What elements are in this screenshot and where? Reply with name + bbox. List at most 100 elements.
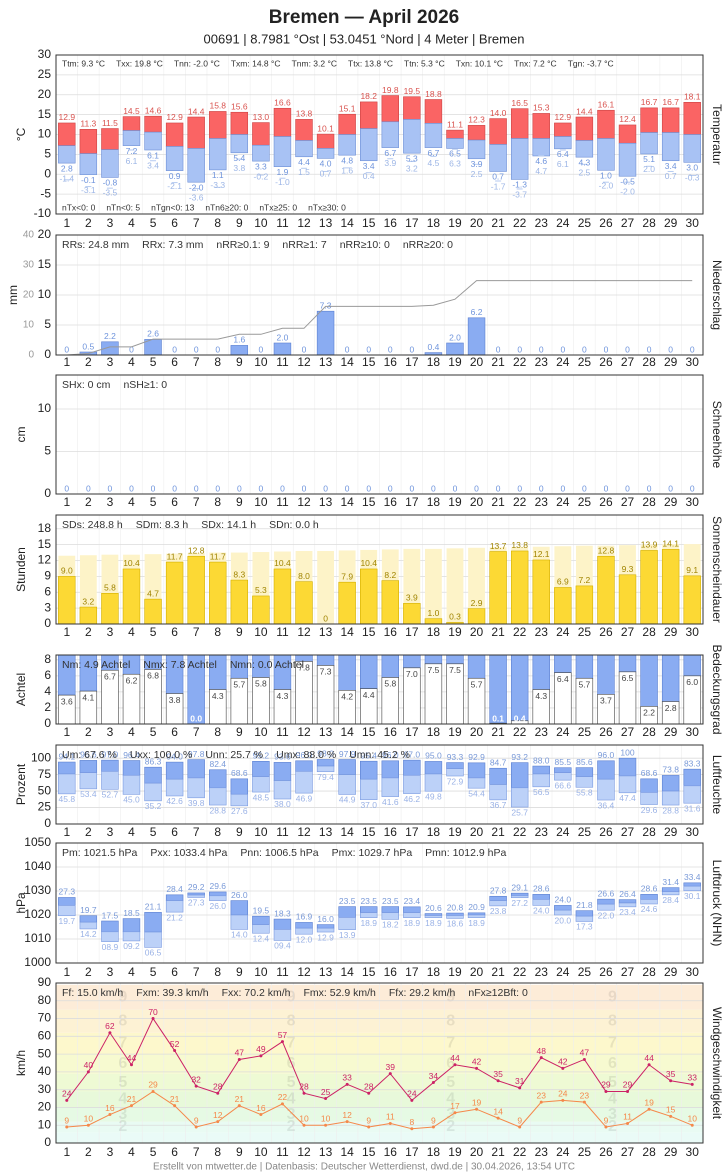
x-tick-label: 29 bbox=[664, 625, 678, 639]
max-label: 88.0 bbox=[533, 755, 550, 765]
upper-range-bar bbox=[58, 761, 76, 775]
sunshine-bar bbox=[360, 568, 378, 625]
max-label: 16.7 bbox=[662, 97, 679, 107]
value-label: 6.9 bbox=[557, 577, 569, 587]
x-tick-label: 23 bbox=[535, 725, 549, 739]
value-label: 4.3 bbox=[277, 691, 289, 701]
x-tick-label: 26 bbox=[599, 965, 613, 979]
wind-point bbox=[151, 1089, 155, 1093]
x-tick-label: 28 bbox=[642, 1145, 656, 1159]
x-tick-label: 23 bbox=[535, 216, 549, 230]
lower-range-bar bbox=[640, 792, 658, 805]
max-label: 23.5 bbox=[382, 896, 399, 906]
value-label: 31 bbox=[515, 1076, 525, 1086]
min-label: 44.9 bbox=[339, 795, 356, 805]
max-label: 23.5 bbox=[339, 896, 356, 906]
min-label: 6.4 bbox=[557, 149, 569, 159]
beaufort-label: 3 bbox=[287, 1106, 296, 1123]
summary-stat: Ffx: 29.2 km/h bbox=[389, 987, 456, 999]
value-label: 0 bbox=[604, 483, 609, 493]
value-label: 5.7 bbox=[233, 680, 245, 690]
y-tick-label: 4 bbox=[44, 684, 51, 698]
max-label: 96.0 bbox=[598, 750, 615, 760]
beaufort-label: 8 bbox=[287, 1012, 296, 1029]
x-tick-label: 24 bbox=[556, 216, 570, 230]
y-tick-label: 15 bbox=[38, 537, 52, 551]
max-label: 29.2 bbox=[188, 882, 205, 892]
max-bar bbox=[683, 102, 701, 135]
wind-point bbox=[475, 1066, 479, 1070]
lower-range-bar bbox=[575, 776, 594, 788]
x-tick-label: 9 bbox=[236, 355, 243, 369]
min-label: 29.6 bbox=[641, 805, 658, 815]
x-tick-label: 10 bbox=[254, 965, 268, 979]
value-label: 7.3 bbox=[320, 300, 332, 310]
x-tick-label: 19 bbox=[448, 625, 462, 639]
max-label: 93.6 bbox=[274, 752, 291, 762]
wind-point bbox=[669, 1114, 673, 1118]
lower-range-bar bbox=[316, 927, 335, 933]
x-tick-label: 21 bbox=[491, 355, 505, 369]
value-label: 9 bbox=[517, 1115, 522, 1125]
sunshine-bar bbox=[554, 587, 572, 625]
y2-tick-label: 40 bbox=[23, 230, 35, 241]
value-label: 0 bbox=[366, 344, 371, 354]
sunshine-bar bbox=[381, 580, 399, 625]
lower-range-bar bbox=[79, 921, 98, 930]
value-label: 4.1 bbox=[82, 692, 94, 702]
value-label: 9 bbox=[194, 1115, 199, 1125]
upper-range-bar bbox=[467, 762, 486, 779]
sky-bar bbox=[467, 654, 486, 679]
wind-point bbox=[345, 1120, 349, 1124]
summary-stat: nRR≥20: 0 bbox=[403, 239, 453, 251]
min-bar bbox=[403, 119, 421, 154]
max-label: 16.6 bbox=[274, 98, 291, 108]
max-label: 17.5 bbox=[102, 910, 119, 920]
wind-point bbox=[647, 1107, 651, 1111]
max-label: 29.6 bbox=[209, 881, 226, 891]
min-bar bbox=[360, 128, 378, 162]
plot-frame bbox=[55, 654, 704, 725]
value-label: 0 bbox=[108, 483, 113, 493]
upper-range-bar bbox=[446, 912, 464, 916]
x-tick-label: 24 bbox=[556, 1145, 570, 1159]
min-label: 3.4 bbox=[665, 161, 677, 171]
x-tick-label: 29 bbox=[664, 965, 678, 979]
upper-range-bar bbox=[403, 906, 421, 913]
x-tick-label: 11 bbox=[276, 216, 289, 230]
min-label: 22.0 bbox=[598, 910, 615, 920]
sky-bar bbox=[554, 654, 572, 673]
wind-line bbox=[66, 1017, 693, 1102]
x-tick-label: 15 bbox=[362, 825, 376, 839]
upper-range-bar bbox=[489, 895, 507, 901]
sunshine-bar bbox=[122, 568, 141, 625]
value-label: 29 bbox=[148, 1080, 158, 1090]
x-tick-label: 5 bbox=[150, 355, 157, 369]
y-tick-label: 10 bbox=[38, 287, 52, 301]
x-tick-label: 21 bbox=[491, 825, 505, 839]
sunshine-bar bbox=[661, 549, 680, 625]
value-label: 10 bbox=[84, 1113, 94, 1123]
x-tick-label: 29 bbox=[664, 216, 678, 230]
x-tick-label: 1 bbox=[63, 965, 70, 979]
lower-range-bar bbox=[209, 787, 227, 806]
min-bar bbox=[316, 148, 335, 159]
lower-range-bar bbox=[640, 899, 658, 905]
min-bar bbox=[273, 136, 292, 167]
max-label: 31.4 bbox=[662, 877, 679, 887]
min-bar bbox=[575, 140, 594, 158]
x-tick-label: 8 bbox=[214, 495, 221, 509]
value-label: 8 bbox=[409, 1117, 414, 1127]
max-label: 19.5 bbox=[253, 905, 270, 915]
min-label: 28.8 bbox=[662, 805, 679, 815]
min-bar bbox=[101, 149, 119, 178]
y-tick-label: 5 bbox=[44, 147, 51, 161]
min-label: -0.8 bbox=[103, 178, 118, 188]
wind-point bbox=[453, 1063, 457, 1067]
wind-point bbox=[496, 1116, 500, 1120]
min-bar bbox=[554, 136, 572, 150]
y-tick-label: 18 bbox=[38, 521, 52, 535]
value-label: 16 bbox=[256, 1103, 266, 1113]
max-bar bbox=[489, 118, 507, 145]
wind-point bbox=[194, 1084, 198, 1088]
